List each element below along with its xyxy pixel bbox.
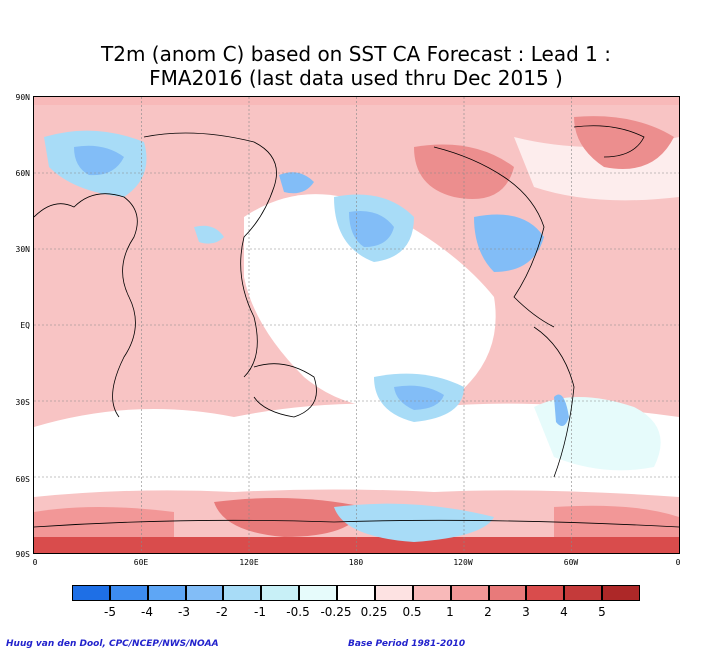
colorbar-swatch [72,585,110,601]
patagonia-cool [554,394,569,426]
colorbar-swatch [185,585,224,601]
colorbar-label: -2 [216,605,228,619]
colorbar-swatch [450,585,489,601]
colorbar-label: -1 [254,605,266,619]
colorbar-label: 2 [484,605,492,619]
colorbar-label: -4 [141,605,153,619]
chart-title-line1: T2m (anom C) based on SST CA Forecast : … [101,42,611,66]
colorbar-swatch [374,585,413,601]
lat-label-30n: 30N [15,245,30,254]
us-east-cool [474,214,544,272]
anomaly-map-svg [34,97,679,553]
antarctic-warm [214,498,364,537]
colorbar-label: 0.25 [360,605,388,619]
lon-label-0-end: 0 [675,558,681,567]
lat-label-eq: EQ [20,321,30,330]
colorbar-swatch [602,585,640,601]
colorbar-label: 5 [598,605,606,619]
credit-author: Huug van den Dool, CPC/NCEP/NWS/NOAA [6,639,219,649]
colorbar-swatch [299,585,338,601]
north-pacific-cool-core [349,211,394,247]
lat-label-90n: 90N [15,93,30,102]
lon-label-120e: 120E [239,558,259,567]
colorbar-swatch [147,585,186,601]
colorbar-swatch [564,585,603,601]
lat-label-90s: 90S [15,550,30,559]
antarctic-west-warm [34,507,174,544]
lat-label-60n: 60N [15,169,30,178]
chart-title-line2: FMA2016 (last data used thru Dec 2015 ) [149,66,563,90]
lon-label-0: 0 [32,558,38,567]
pacific-neutral-region [244,194,496,409]
lon-label-180: 180 [348,558,364,567]
coastlines [34,125,679,528]
colorbar-label: 3 [522,605,530,619]
colorbar-swatch [488,585,527,601]
lon-label-120w: 120W [453,558,473,567]
colorbar-label: -0.5 [286,605,310,619]
lon-label-60e: 60E [133,558,149,567]
south-pacific-cool-core [394,385,444,410]
colorbar-swatch [109,585,148,601]
colorbar-label: -3 [178,605,190,619]
russia-cool-core [74,145,124,176]
colorbar-label: 4 [560,605,568,619]
gridlines [34,97,679,553]
colorbar-label: -5 [104,605,116,619]
colorbar-swatch [223,585,262,601]
colorbar-label: 0.5 [402,605,422,619]
colorbar-label: 1 [446,605,454,619]
kamchatka-cool [279,172,314,194]
lon-label-60w: 60W [563,558,579,567]
lat-label-60s: 60S [15,475,30,484]
colorbar-swatch [261,585,300,601]
colorbar-swatch [526,585,565,601]
credit-base-period: Base Period 1981-2010 [348,639,466,649]
colorbar-swatch [337,585,375,601]
siberia-warm [414,144,514,199]
tibet-cool [194,225,224,244]
colorbar-label: -0.25 [320,605,352,619]
greenland-warm [574,116,674,169]
anomaly-map [33,96,680,554]
ross-sea-cool [334,503,494,542]
colorbar-swatch [412,585,451,601]
lat-label-30s: 30S [15,398,30,407]
